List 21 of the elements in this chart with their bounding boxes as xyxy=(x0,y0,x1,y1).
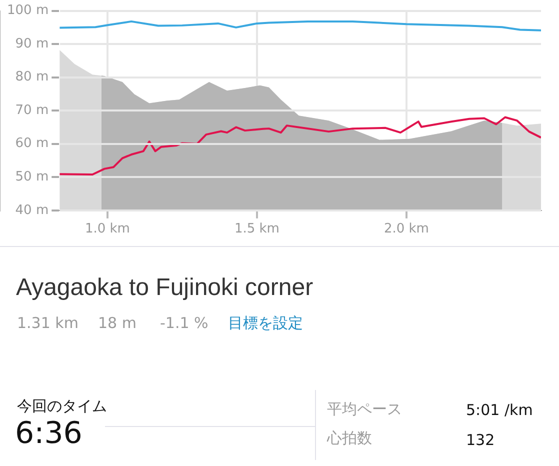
y-tick-label: 90 m xyxy=(15,36,49,52)
x-tick-label: 2.0 km xyxy=(384,222,429,237)
text: 5:01 /km xyxy=(466,401,533,419)
text: -1.1 % xyxy=(160,314,208,332)
text: Ayagaoka to Fujinoki corner xyxy=(16,274,314,302)
y-tick-label: 50 m xyxy=(15,170,49,185)
text: 18 m xyxy=(98,314,136,332)
x-tick-label: 1.5 km xyxy=(234,222,280,237)
text: 6:36 xyxy=(15,416,82,451)
y-tick-label: 100 m xyxy=(7,3,49,18)
text: 平均ペース xyxy=(327,400,402,419)
text: 今回のタイム xyxy=(17,397,107,416)
text: 目標を設定 xyxy=(228,314,303,333)
text: 心拍数 xyxy=(327,429,372,448)
y-tick-label: 70 m xyxy=(15,102,49,118)
x-tick-label: 1.0 km xyxy=(84,222,130,237)
text: 132 xyxy=(466,431,495,449)
text: 1.31 km xyxy=(17,314,78,332)
y-tick-label: 80 m xyxy=(15,70,49,85)
y-tick-label: 60 m xyxy=(15,136,49,152)
y-tick-label: 40 m xyxy=(15,202,49,218)
